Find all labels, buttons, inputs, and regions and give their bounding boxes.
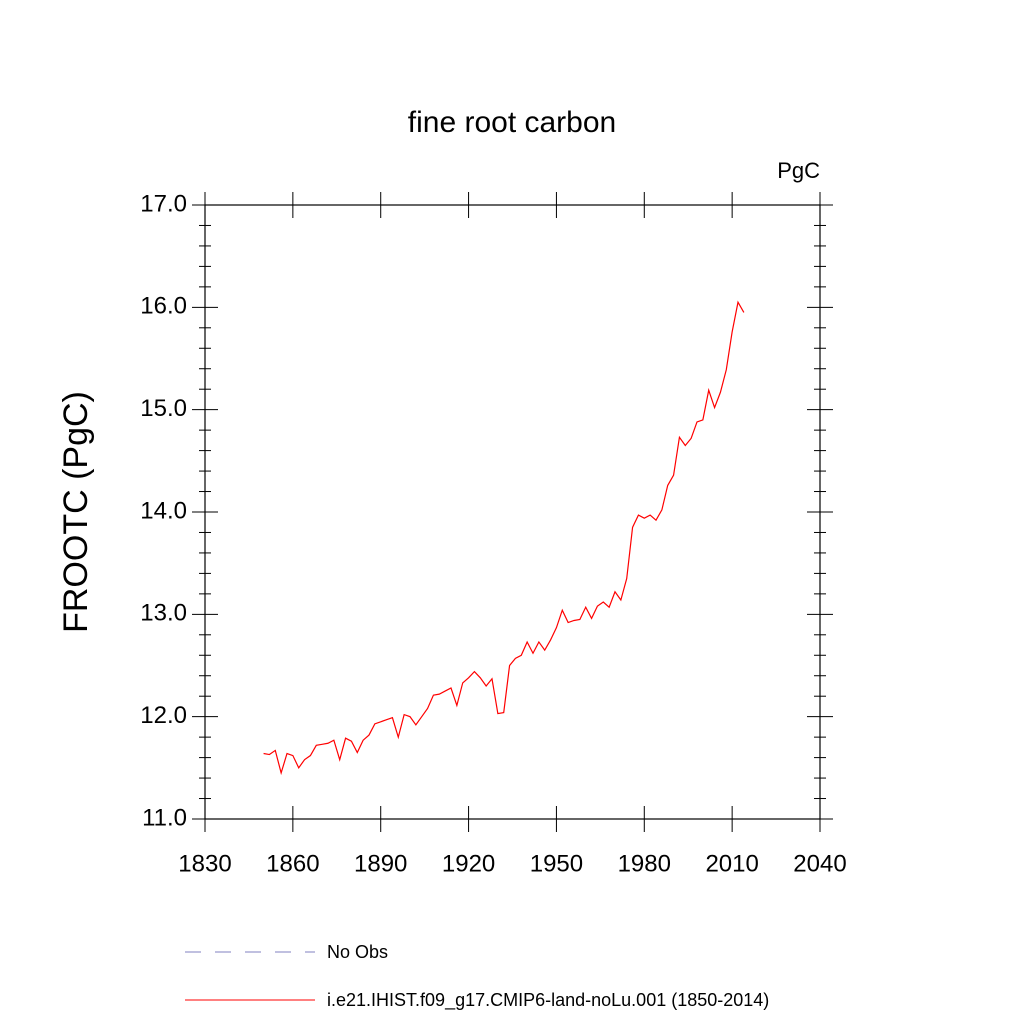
unit-label: PgC xyxy=(777,158,820,183)
y-tick-label: 17.0 xyxy=(140,190,187,217)
legend-label: i.e21.IHIST.f09_g17.CMIP6-land-noLu.001 … xyxy=(327,990,769,1011)
y-tick-label: 13.0 xyxy=(140,600,187,627)
x-tick-label: 1950 xyxy=(530,850,583,877)
y-tick-label: 16.0 xyxy=(140,293,187,320)
x-tick-label: 1920 xyxy=(442,850,495,877)
x-tick-label: 1980 xyxy=(618,850,671,877)
x-tick-label: 1860 xyxy=(266,850,319,877)
data-line xyxy=(263,300,745,776)
x-tick-label: 1830 xyxy=(178,850,231,877)
y-tick-label: 12.0 xyxy=(140,702,187,729)
y-axis-label: FROOTC (PgC) xyxy=(57,391,95,633)
x-tick-label: 2040 xyxy=(793,850,846,877)
y-tick-label: 11.0 xyxy=(142,804,187,831)
y-tick-label: 14.0 xyxy=(140,497,187,524)
y-tick-label: 15.0 xyxy=(140,395,187,422)
x-tick-label: 2010 xyxy=(705,850,758,877)
legend-label: No Obs xyxy=(327,942,388,962)
x-tick-label: 1890 xyxy=(354,850,407,877)
plot-frame xyxy=(204,204,821,820)
chart-title: fine root carbon xyxy=(408,106,616,139)
